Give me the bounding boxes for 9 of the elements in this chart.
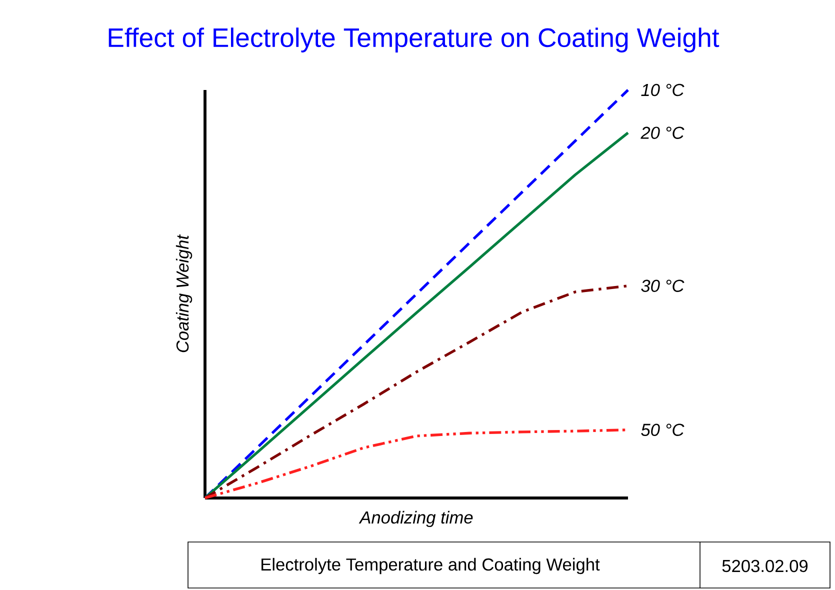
text: Electrolyte Temperature and Coating Weight (262, 558, 600, 574)
y-axis-title: Coating Weight (176, 234, 192, 352)
x-axis-title: Anodizing time (358, 510, 473, 528)
series-label: 50 °C (641, 424, 684, 436)
series-label: 30 °C (641, 280, 684, 292)
series-label: 20 °C (640, 126, 684, 139)
text: 5203.02.09 (722, 560, 808, 572)
chart-title: Effect of Electrolyte Temperature on Coating Weight (108, 28, 720, 52)
series-label: 10 °C (641, 84, 684, 96)
